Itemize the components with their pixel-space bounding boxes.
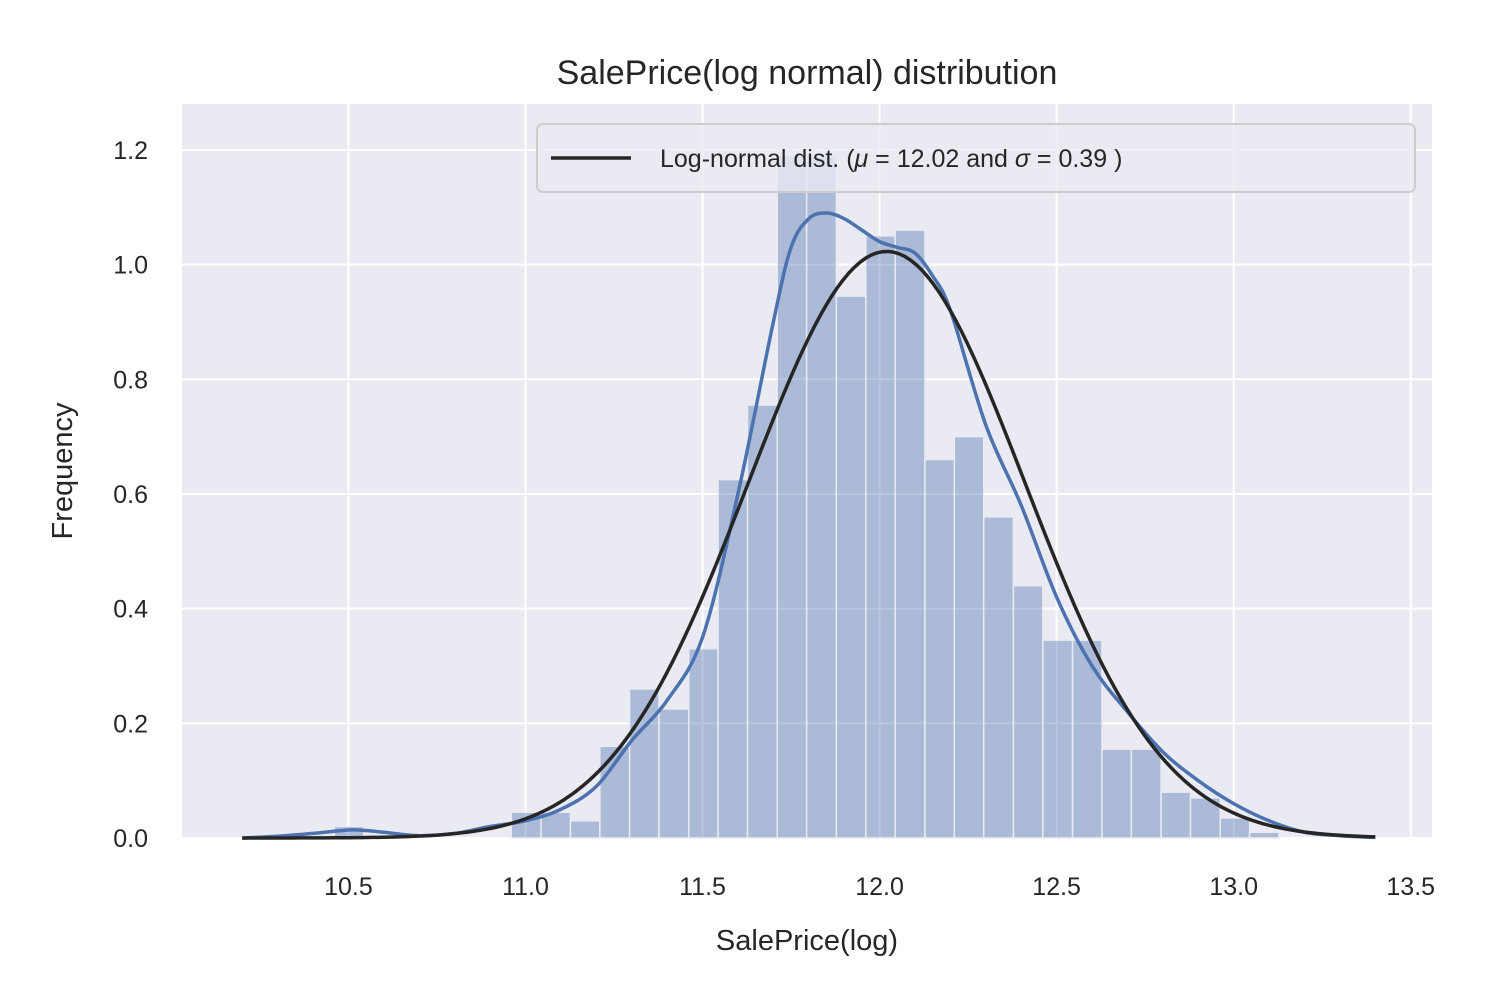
histogram-bar <box>599 745 631 839</box>
x-tick-label: 13.0 <box>1209 873 1258 901</box>
y-tick-label: 0.6 <box>113 481 148 509</box>
histogram-bar <box>835 295 867 839</box>
chart-title: SalePrice(log normal) distribution <box>557 54 1058 92</box>
y-axis-label: Frequency <box>47 402 79 540</box>
legend-label-part: = 0.39 ) <box>1030 145 1122 173</box>
x-tick-label: 12.0 <box>855 873 904 901</box>
histogram-bar <box>658 708 690 839</box>
x-axis-label: SalePrice(log) <box>716 925 898 957</box>
legend-label-part: Log-normal dist. ( <box>660 145 855 173</box>
x-tick-label: 13.5 <box>1386 873 1435 901</box>
histogram-bar <box>865 235 896 839</box>
histogram-bar <box>746 404 779 839</box>
x-tick-labels: 10.5 11.0 11.5 12.0 12.5 13.0 13.5 <box>324 873 1435 901</box>
histogram-bar <box>805 154 838 839</box>
legend-label: Log-normal dist. (μ = 12.02 and σ = 0.39… <box>660 145 1122 173</box>
x-tick-label: 11.0 <box>502 873 549 901</box>
legend-box <box>536 123 1416 193</box>
histogram-bar <box>1248 831 1280 839</box>
histogram-bar <box>894 229 926 839</box>
histogram-bar <box>982 516 1015 839</box>
legend: Log-normal dist. (μ = 12.02 and σ = 0.39… <box>536 123 1416 193</box>
histogram-bar <box>1071 639 1103 839</box>
histogram-bar <box>1042 639 1074 839</box>
y-tick-labels: 0.0 0.2 0.4 0.6 0.8 1.0 1.2 <box>113 137 148 853</box>
line-series <box>242 211 1376 840</box>
histogram-bar <box>1160 791 1192 839</box>
x-tick-label: 11.5 <box>679 873 726 901</box>
histogram-bar <box>717 478 749 839</box>
y-tick-label: 0.4 <box>113 596 148 624</box>
histogram-bar <box>924 458 956 839</box>
legend-sigma-symbol: σ <box>1015 145 1031 173</box>
legend-mu-symbol: μ <box>854 145 869 173</box>
histogram-bar <box>628 688 660 839</box>
histogram-bar <box>1012 584 1044 839</box>
histogram-bar <box>687 648 719 839</box>
y-tick-label: 1.0 <box>113 252 148 280</box>
histogram-bar <box>776 154 808 839</box>
histogram-bar <box>569 820 601 839</box>
normal-fit-line <box>242 249 1376 840</box>
y-tick-label: 0.0 <box>113 825 148 853</box>
y-tick-label: 1.2 <box>113 137 148 165</box>
histogram-bar <box>1101 748 1133 839</box>
histogram-bar <box>1130 748 1162 839</box>
y-tick-label: 0.8 <box>113 366 148 394</box>
histogram-bar <box>953 435 985 839</box>
x-tick-label: 10.5 <box>324 873 373 901</box>
x-tick-label: 12.5 <box>1032 873 1081 901</box>
y-tick-label: 0.2 <box>113 710 148 738</box>
legend-label-part: = 12.02 and <box>868 145 1015 173</box>
histogram-bar <box>1219 817 1251 839</box>
